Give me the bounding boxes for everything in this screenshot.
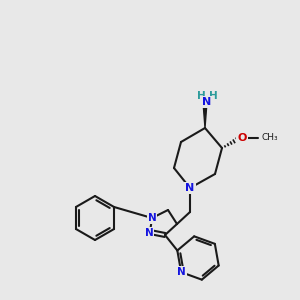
Text: CH₃: CH₃: [262, 134, 279, 142]
Text: N: N: [202, 97, 211, 107]
Text: N: N: [148, 213, 156, 223]
Polygon shape: [203, 102, 207, 128]
Text: N: N: [177, 267, 185, 277]
Text: H: H: [196, 91, 206, 101]
Text: N: N: [185, 183, 195, 193]
Text: N: N: [145, 228, 153, 238]
Text: H: H: [208, 91, 217, 101]
Text: O: O: [237, 133, 247, 143]
